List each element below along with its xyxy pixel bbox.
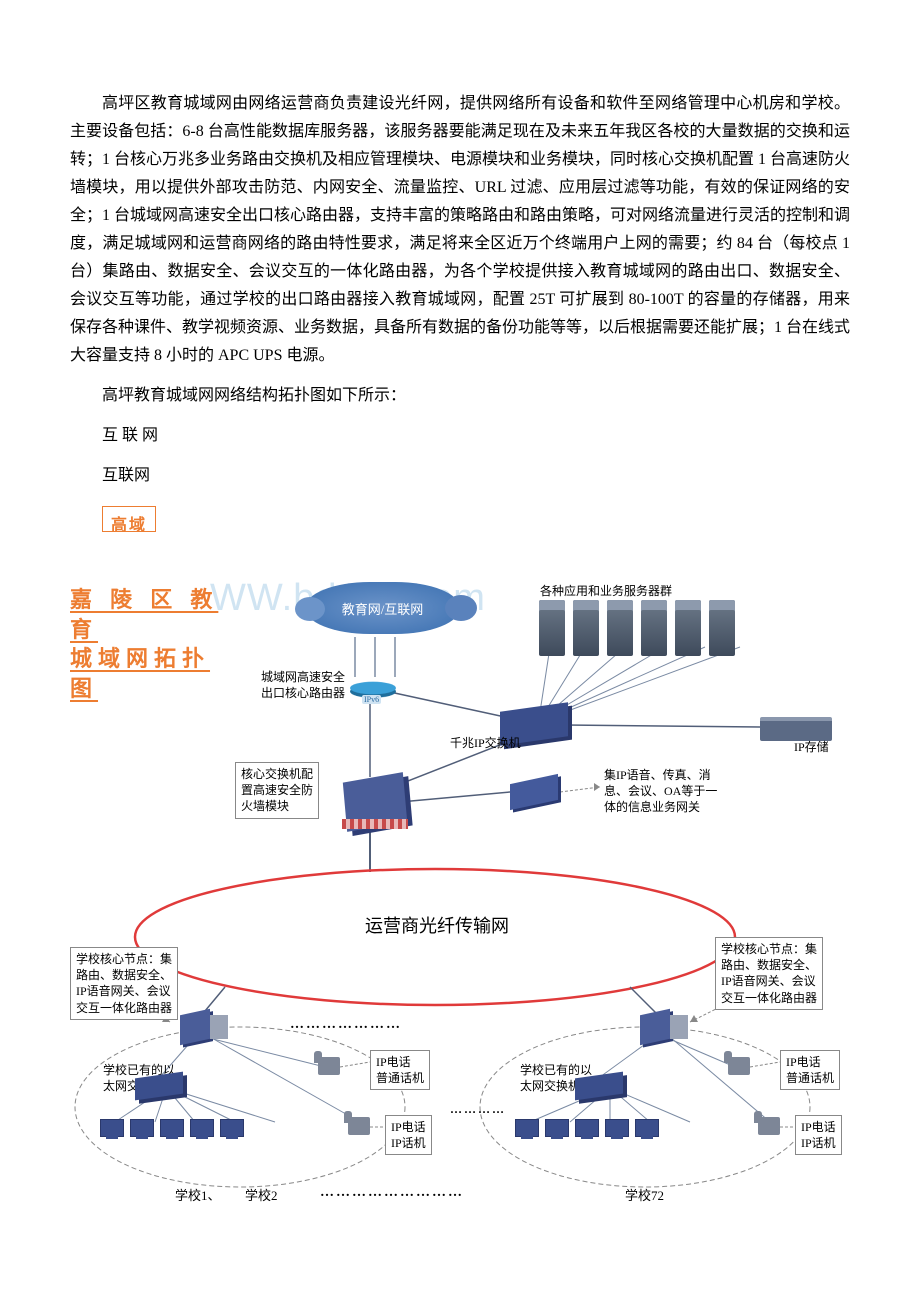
school-router-icon (640, 1009, 670, 1045)
internet-label: 互联网 (70, 462, 850, 490)
phone-icon (758, 1117, 780, 1135)
ip-storage-icon (760, 717, 832, 741)
gigabit-switch-label: 千兆IP交换机 (450, 735, 521, 751)
ipphone-ip-label-right: IP电话 IP话机 (795, 1115, 842, 1155)
core-switch-label: 核心交换机配 置高速安全防 火墙模块 (235, 762, 319, 819)
ipv6-badge: IPv6 (362, 695, 381, 704)
ipphone-ordinary-label-left: IP电话 普通话机 (370, 1050, 430, 1090)
school-72-label: 学校72 (625, 1187, 664, 1205)
ipphone-ordinary-label-right: IP电话 普通话机 (780, 1050, 840, 1090)
small-orange-box: 高域 (102, 506, 156, 532)
firewall-module-icon (342, 819, 408, 829)
topology-intro: 高坪教育城域网网络结构拓扑图如下所示： (70, 382, 850, 410)
cloud-bump-icon (295, 597, 325, 621)
server-group-label: 各种应用和业务服务器群 (540, 583, 672, 599)
ellipsis-dots: ………………… (290, 1017, 402, 1033)
cloud-label: 教育网/互联网 (342, 599, 424, 618)
internet-cloud-icon: 教育网/互联网 (305, 582, 460, 634)
core-router-icon (350, 682, 396, 695)
transport-oval-label: 运营商光纤传输网 (365, 912, 509, 938)
core-router-label: 城域网高速安全 出口核心路由器 (245, 669, 345, 701)
school-node-label-right: 学校核心节点：集 路由、数据安全、 IP语音网关、会议 交互一体化路由器 (715, 937, 823, 1010)
network-topology-diagram: WW.bdocx.com 嘉 陵 区 教 育 城域网拓扑图 (70, 567, 850, 1207)
school-2-label: 学校2 (245, 1187, 278, 1205)
ellipsis-dots: ……………………… (320, 1185, 464, 1201)
gateway-label: 集IP语音、传真、消 息、会议、OA等于一 体的信息业务网关 (604, 767, 717, 816)
phone-icon (348, 1117, 370, 1135)
internet-label-spaced: 互 联 网 (70, 422, 850, 450)
server-group-icon (535, 600, 739, 656)
pc-row-left (100, 1119, 244, 1137)
school-router-side-icon (670, 1015, 688, 1039)
school-node-label-left: 学校核心节点：集 路由、数据安全、 IP语音网关、会议 交互一体化路由器 (70, 947, 178, 1020)
phone-icon (728, 1057, 750, 1075)
ellipsis-dots: ………… (450, 1102, 506, 1117)
ipphone-ip-label-left: IP电话 IP话机 (385, 1115, 432, 1155)
school-router-side-icon (210, 1015, 228, 1039)
cloud-bump-icon (445, 595, 477, 621)
phone-icon (318, 1057, 340, 1075)
school-router-icon (180, 1009, 210, 1045)
school-1-label: 学校1、 (175, 1187, 221, 1205)
ip-storage-label: IP存储 (794, 739, 829, 755)
main-paragraph: 高坪区教育城域网由网络运营商负责建设光纤网，提供网络所有设备和软件至网络管理中心… (70, 90, 850, 370)
pc-row-right (515, 1119, 659, 1137)
